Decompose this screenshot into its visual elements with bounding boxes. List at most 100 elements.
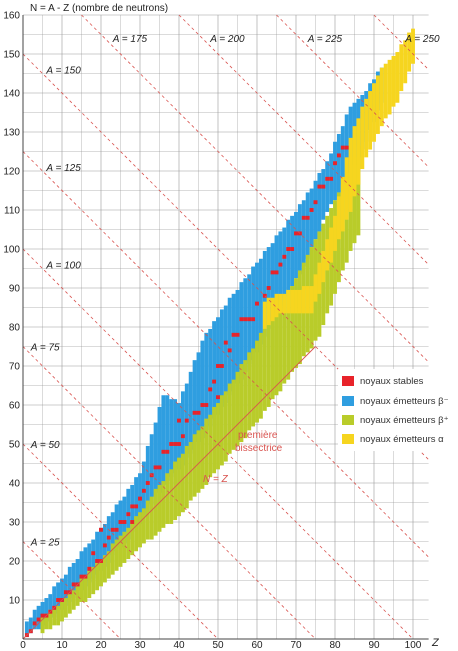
region-cell-beta-minus: [325, 161, 330, 212]
stable-nucleus-point: [227, 348, 232, 353]
y-tick-label: 20: [9, 557, 21, 568]
legend-item-alpha: noyaux émetteurs α: [342, 432, 444, 446]
stable-nucleus-point: [282, 254, 287, 259]
region-cell-alpha: [266, 297, 271, 326]
stable-nucleus-point: [274, 270, 279, 275]
region-cell-beta-plus: [270, 317, 275, 400]
stable-nucleus-point: [243, 317, 248, 322]
stable-nucleus-point: [235, 332, 240, 337]
region-cell-alpha: [340, 176, 345, 232]
region-cell-beta-plus: [200, 426, 205, 489]
region-cell-beta-minus: [231, 293, 236, 392]
stable-nucleus-point: [204, 403, 209, 407]
region-cell-alpha: [411, 28, 415, 64]
stable-nucleus-point: [79, 574, 84, 579]
region-cell-beta-minus: [71, 562, 76, 599]
region-cell-beta-minus: [219, 309, 224, 407]
region-cell-beta-minus: [309, 188, 314, 248]
region-cell-beta-plus: [130, 520, 135, 556]
stable-nucleus-point: [99, 527, 103, 532]
isobar-label: A = 125: [45, 163, 81, 174]
region-cell-beta-minus: [239, 282, 244, 380]
region-cell-alpha: [399, 44, 404, 92]
x-tick-label: 20: [95, 640, 107, 651]
region-cell-alpha: [336, 196, 341, 240]
region-cell-beta-plus: [243, 360, 248, 439]
region-cell-beta-minus: [270, 243, 275, 322]
region-cell-beta-plus: [297, 270, 302, 365]
region-cell-beta-plus: [177, 457, 181, 517]
stable-nucleus-point: [114, 527, 119, 532]
isobar-line: [373, 14, 429, 70]
stable-nucleus-point: [157, 465, 162, 470]
region-cell-beta-minus: [75, 559, 80, 595]
stable-nucleus-point: [165, 449, 170, 454]
region-cell-alpha: [262, 301, 267, 329]
stable-nucleus-point: [40, 613, 45, 618]
region-cell-beta-plus: [99, 559, 103, 587]
region-cell-beta-plus: [169, 469, 174, 524]
region-cell-alpha: [391, 55, 396, 107]
region-cell-beta-plus: [208, 414, 213, 478]
y-tick-label: 100: [3, 245, 20, 256]
bisector-line: [22, 346, 316, 640]
y-tick-label: 30: [9, 518, 21, 529]
nuclide-regions: [24, 28, 415, 638]
legend-label-alpha: noyaux émetteurs α: [360, 433, 444, 445]
y-tick-label: 130: [3, 128, 20, 139]
region-cell-beta-plus: [67, 594, 72, 614]
region-cell-beta-plus: [161, 481, 166, 528]
region-cell-beta-plus: [235, 371, 240, 446]
region-cell-beta-plus: [114, 539, 119, 571]
region-cell-beta-minus: [165, 395, 170, 482]
region-cell-beta-plus: [44, 613, 49, 630]
stable-nucleus-point: [325, 176, 330, 181]
region-cell-alpha: [364, 98, 369, 158]
x-tick-label: 90: [368, 640, 380, 651]
region-cell-beta-minus: [208, 328, 213, 427]
region-cell-beta-plus: [192, 434, 197, 497]
isobar-label: A = 75: [30, 342, 60, 353]
y-tick-label: 150: [3, 50, 20, 61]
region-cell-beta-plus: [239, 364, 244, 443]
stable-nucleus-point: [169, 442, 174, 446]
legend-swatch-beta-minus: [342, 396, 354, 406]
region-cell-beta-minus: [44, 598, 49, 622]
stable-nucleus-point: [219, 364, 224, 368]
region-cell-beta-plus: [251, 348, 256, 427]
region-cell-alpha: [290, 289, 295, 314]
legend-swatch-stable: [342, 376, 354, 386]
bisector-label-line2: bissectrice: [235, 443, 283, 454]
stable-nucleus-point: [309, 208, 314, 212]
region-cell-beta-minus: [188, 371, 193, 454]
region-cell-beta-minus: [95, 531, 100, 575]
region-cell-alpha: [294, 289, 298, 314]
region-cell-beta-minus: [141, 461, 146, 517]
isobar-line: [22, 443, 219, 640]
region-cell-beta-plus: [294, 278, 298, 368]
stable-nucleus-point: [196, 410, 201, 415]
region-cell-alpha: [352, 126, 357, 197]
region-cell-beta-plus: [122, 531, 127, 563]
region-cell-beta-minus: [134, 477, 139, 528]
region-cell-beta-minus: [177, 403, 181, 470]
region-cell-beta-minus: [297, 204, 302, 275]
stable-nucleus-point: [262, 293, 267, 298]
y-tick-label: 40: [9, 479, 21, 490]
legend-item-stable: noyaux stables: [342, 374, 423, 388]
region-cell-beta-minus: [192, 360, 197, 450]
x-tick-label: 30: [134, 640, 146, 651]
region-cell-beta-minus: [305, 192, 310, 259]
region-cell-beta-minus: [196, 352, 201, 443]
y-tick-label: 70: [9, 362, 21, 373]
y-tick-label: 10: [9, 596, 21, 607]
region-cell-beta-minus: [169, 399, 174, 478]
region-cell-beta-plus: [266, 321, 271, 407]
region-cell-alpha: [383, 63, 388, 119]
region-cell-alpha: [348, 137, 353, 212]
region-cell-beta-plus: [231, 379, 236, 450]
stable-nucleus-point: [91, 551, 96, 556]
isobar-label: A = 250: [404, 34, 440, 45]
stable-nucleus-point: [106, 535, 111, 540]
y-tick-label: 140: [3, 89, 20, 100]
